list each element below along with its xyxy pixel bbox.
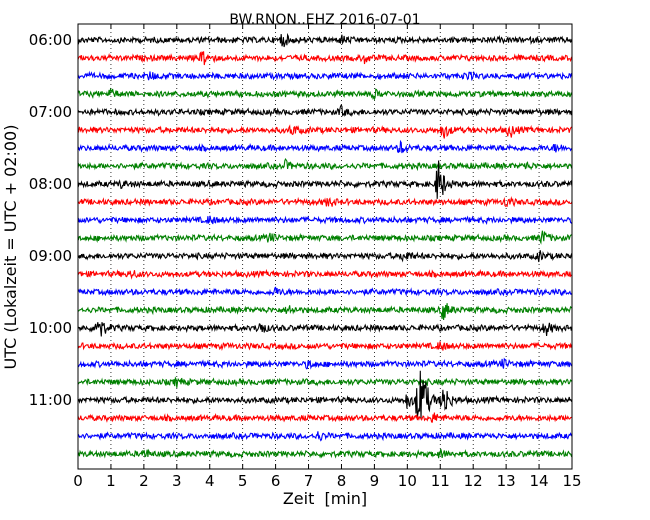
x-tick-label: 12: [464, 472, 483, 490]
x-tick-label: 10: [398, 472, 417, 490]
y-tick-label: 07:00: [29, 103, 72, 121]
seismic-trace: [77, 431, 573, 442]
y-tick-label: 11:00: [29, 391, 72, 409]
x-tick-label: 13: [497, 472, 516, 490]
x-tick-label: 4: [205, 472, 215, 490]
plot-frame: [77, 23, 573, 470]
seismic-trace: [77, 215, 573, 226]
x-tick-label: 11: [431, 472, 450, 490]
x-tick-label: 2: [139, 472, 149, 490]
x-tick-label: 0: [73, 472, 83, 490]
seismic-trace: [77, 268, 573, 280]
x-axis-label: Zeit [min]: [283, 489, 367, 508]
seismic-trace: [77, 160, 573, 199]
x-tick-label: 3: [172, 472, 182, 490]
axes: 0 1 2 3 4 5 6 7 8 9 10 11 12 13 14 1506:0007:0008:0009:…: [29, 24, 582, 490]
seismic-trace: [77, 158, 573, 172]
seismic-trace: [77, 286, 573, 297]
y-tick-label: 06:00: [29, 31, 72, 49]
x-tick-label: 14: [530, 472, 549, 490]
y-tick-label: 09:00: [29, 247, 72, 265]
seismic-trace: [77, 303, 573, 321]
y-tick-label: 08:00: [29, 175, 72, 193]
seismic-traces: [77, 32, 573, 460]
seismic-trace: [77, 230, 573, 245]
x-tick-label: 15: [562, 472, 581, 490]
seismic-trace: [77, 124, 573, 139]
x-tick-label: 8: [337, 472, 347, 490]
seismic-trace: [77, 103, 573, 118]
chart-title: BW.RNON..EHZ 2016-07-01: [229, 12, 420, 28]
y-axis-label: UTC (Lokalzeit = UTC + 02:00): [1, 125, 20, 370]
seismic-trace: [77, 357, 573, 370]
seismic-trace: [77, 87, 573, 101]
seismic-trace: [77, 412, 573, 423]
seismic-trace: [77, 250, 573, 263]
seismic-trace: [77, 70, 573, 81]
seismic-trace: [77, 322, 573, 337]
seismic-trace: [77, 448, 573, 460]
y-tick-label: 10:00: [29, 319, 72, 337]
seismic-trace: [77, 341, 573, 352]
x-tick-label: 7: [304, 472, 314, 490]
seismic-trace: [77, 196, 573, 208]
seismic-trace: [77, 51, 573, 66]
x-tick-label: 6: [271, 472, 281, 490]
x-tick-label: 5: [238, 472, 248, 490]
seismic-trace: [77, 376, 573, 388]
x-tick-label: 9: [370, 472, 380, 490]
seismic-trace: [77, 139, 573, 154]
seismic-trace: [77, 370, 573, 420]
seismic-trace: [77, 32, 573, 48]
x-tick-label: 1: [106, 472, 116, 490]
